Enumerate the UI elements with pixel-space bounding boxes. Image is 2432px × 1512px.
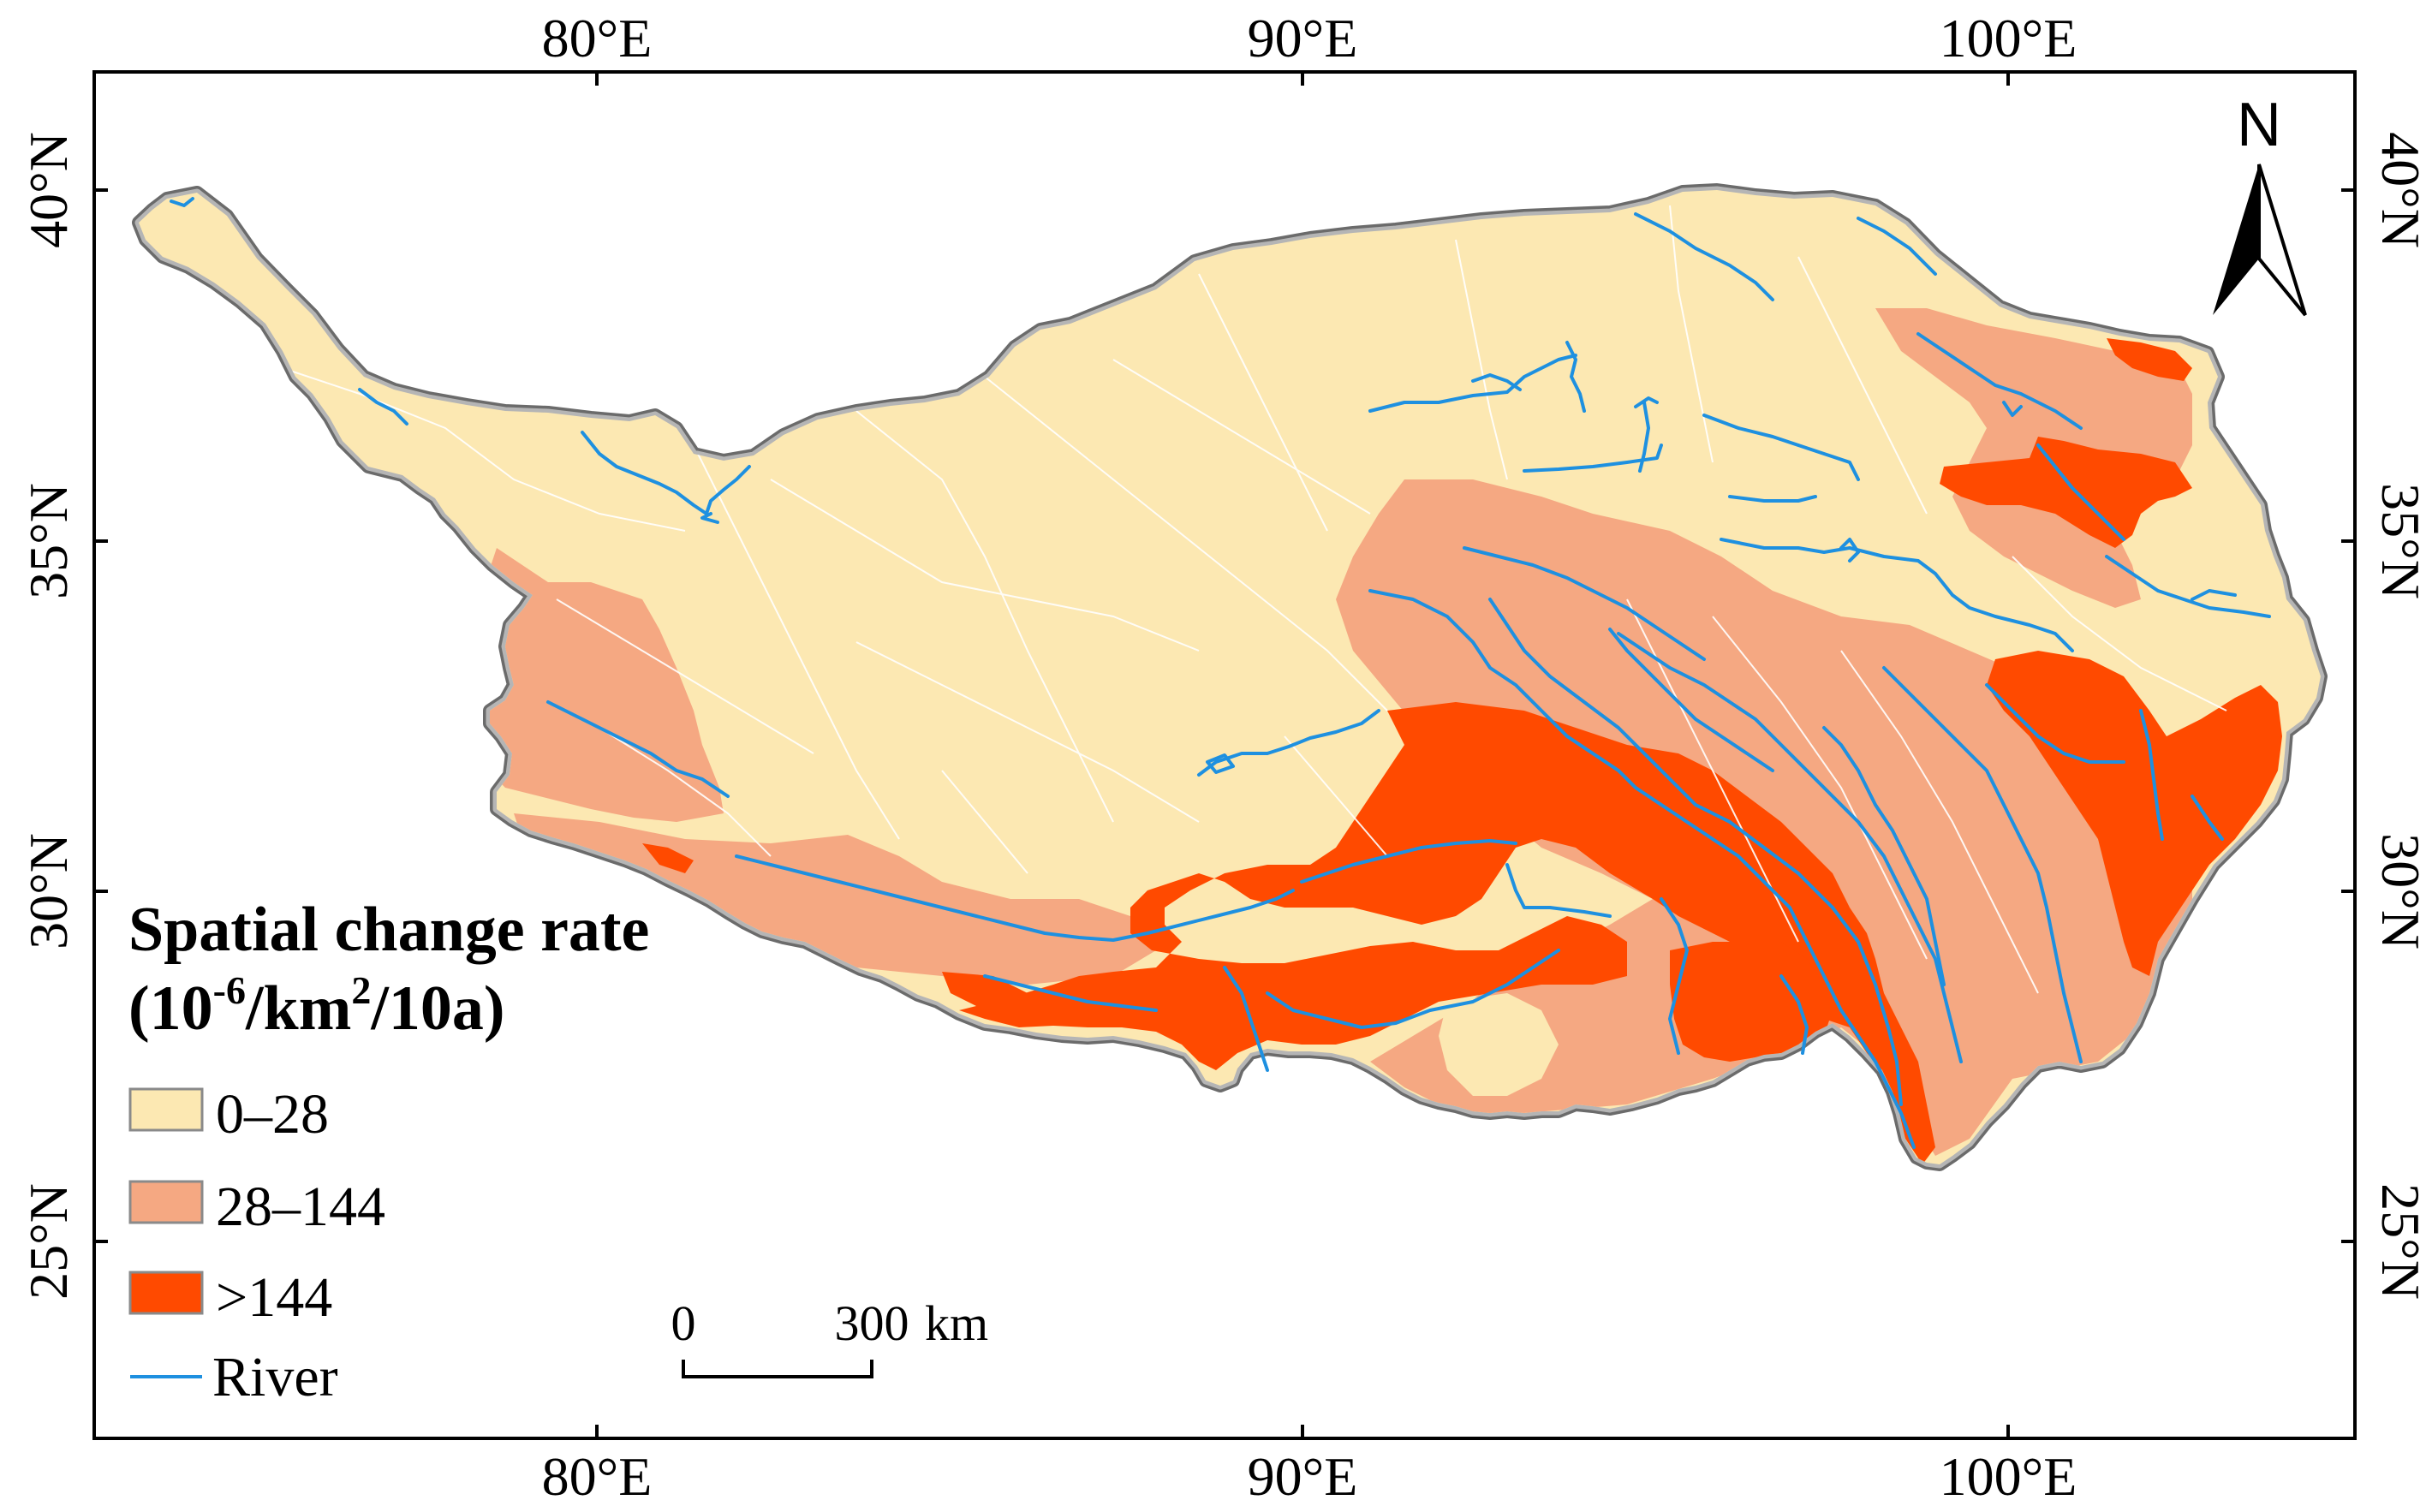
bottom-tick-label: 90°E xyxy=(1248,1446,1358,1507)
scale-bar-line xyxy=(682,1360,873,1378)
left-tick-label: 40°N xyxy=(18,132,79,248)
legend-title-suffix: /10a) xyxy=(370,973,504,1044)
right-tick-label: 40°N xyxy=(2370,132,2431,248)
legend-label-0-28: 0–28 xyxy=(216,1083,329,1146)
legend-title-mid: /km xyxy=(245,973,351,1044)
rivers xyxy=(170,197,2271,1149)
legend-swatch-0-28 xyxy=(128,1087,204,1132)
legend-swatch-gt-144 xyxy=(128,1271,204,1315)
basin-boundaries xyxy=(256,205,2227,994)
right-tick-label: 35°N xyxy=(2370,483,2431,599)
right-tick-label: 30°N xyxy=(2370,833,2431,949)
legend-label-river: River xyxy=(212,1346,338,1408)
north-arrow: N xyxy=(2213,91,2307,317)
bottom-tick-label: 100°E xyxy=(1940,1446,2077,1507)
legend-title-line2: (10-6/km2/10a) xyxy=(128,968,505,1044)
legend-label-gt-144: >144 xyxy=(216,1266,332,1329)
north-arrow-label: N xyxy=(2237,91,2281,159)
left-tick-label: 35°N xyxy=(18,483,79,599)
top-tick-label: 100°E xyxy=(1940,8,2077,68)
bottom-tick-label: 80°E xyxy=(542,1446,653,1507)
north-arrow-right-half xyxy=(2257,164,2307,317)
legend-swatch-28-144 xyxy=(128,1180,204,1224)
left-tick-label: 30°N xyxy=(18,833,79,949)
legend-title-prefix: (10 xyxy=(128,973,213,1044)
legend-title-sup1: -6 xyxy=(213,968,246,1012)
legend-title-line1: Spatial change rate xyxy=(128,895,649,965)
scale-bar-start-label: 0 xyxy=(671,1295,696,1351)
scale-bar: 0 300 km xyxy=(671,1295,988,1378)
left-tick-label: 25°N xyxy=(18,1183,79,1300)
class-gt-144-regions xyxy=(642,338,2282,1164)
north-arrow-left-half xyxy=(2213,164,2259,315)
legend-title-sup2: 2 xyxy=(351,968,371,1012)
legend: Spatial change rate (10-6/km2/10a) 0–28 … xyxy=(128,895,649,1408)
graticule-ticks xyxy=(94,72,2355,1438)
scale-bar-end-label: 300 xyxy=(835,1295,909,1351)
top-tick-label: 80°E xyxy=(542,8,653,68)
right-tick-label: 25°N xyxy=(2370,1183,2431,1300)
scale-bar-unit-label: km xyxy=(925,1295,988,1351)
top-tick-label: 90°E xyxy=(1248,8,1358,68)
legend-label-28-144: 28–144 xyxy=(216,1176,385,1238)
